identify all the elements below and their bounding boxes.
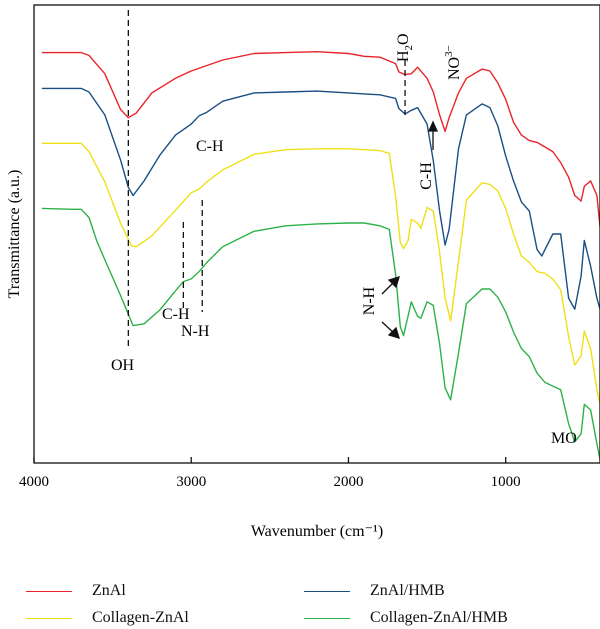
nh-arrows: [381, 276, 400, 339]
series-line-znal-hmb: [41, 87, 600, 310]
plot-frame: [33, 4, 600, 464]
annotation-oh: OH: [111, 357, 135, 374]
annotation-h2o: H2O: [395, 33, 415, 62]
x-tick-label-4000: 4000: [19, 474, 49, 490]
annotation-ch-znal: C-H: [196, 138, 224, 155]
annotation-nh-arrow: N-H: [361, 286, 378, 315]
legend-swatch-znal-hmb: [304, 590, 350, 592]
legend-item-znal: ZnAl: [26, 580, 126, 602]
legend-item-znal-hmb: ZnAl/HMB: [304, 580, 445, 602]
series-line-collagen-znal-hmb: [41, 207, 600, 460]
x-tick-label-1000: 1000: [491, 474, 521, 490]
x-axis-ticks: 4000 3000 2000 1000: [19, 457, 521, 490]
ch-arrow: [427, 120, 439, 150]
y-axis-title: Transmittance (a.u.): [6, 170, 23, 299]
x-tick-label-2000: 2000: [333, 474, 363, 490]
annotation-mo: MO: [551, 430, 577, 447]
annotation-ch-arrow: C-H: [418, 162, 435, 190]
annotation-nh-collagen: N-H: [181, 323, 210, 340]
series-curves: [41, 51, 600, 460]
legend-item-collagen-znal-hmb: Collagen-ZnAl/HMB: [304, 607, 508, 629]
legend-swatch-znal: [26, 590, 72, 592]
legend-label-collagen-znal: Collagen-ZnAl: [92, 609, 189, 626]
annotation-no3: NO3−: [443, 45, 463, 80]
legend-swatch-collagen-znal-hmb: [304, 617, 350, 619]
series-line-znal: [41, 51, 600, 227]
dashed-markers: [127, 10, 406, 350]
legend-swatch-collagen-znal: [26, 617, 72, 619]
legend-label-znal: ZnAl: [92, 582, 126, 599]
legend-label-znal-hmb: ZnAl/HMB: [370, 582, 445, 599]
annotation-ch-collagen: C-H: [162, 306, 190, 323]
x-tick-label-3000: 3000: [176, 474, 206, 490]
x-axis-title: Wavenumber (cm⁻¹): [251, 523, 383, 540]
series-line-collagen-znal: [41, 142, 600, 404]
legend-item-collagen-znal: Collagen-ZnAl: [26, 607, 189, 629]
legend-label-collagen-znal-hmb: Collagen-ZnAl/HMB: [370, 609, 508, 626]
legend: ZnAl ZnAl/HMB Collagen-ZnAl Collagen-ZnA…: [0, 562, 600, 626]
